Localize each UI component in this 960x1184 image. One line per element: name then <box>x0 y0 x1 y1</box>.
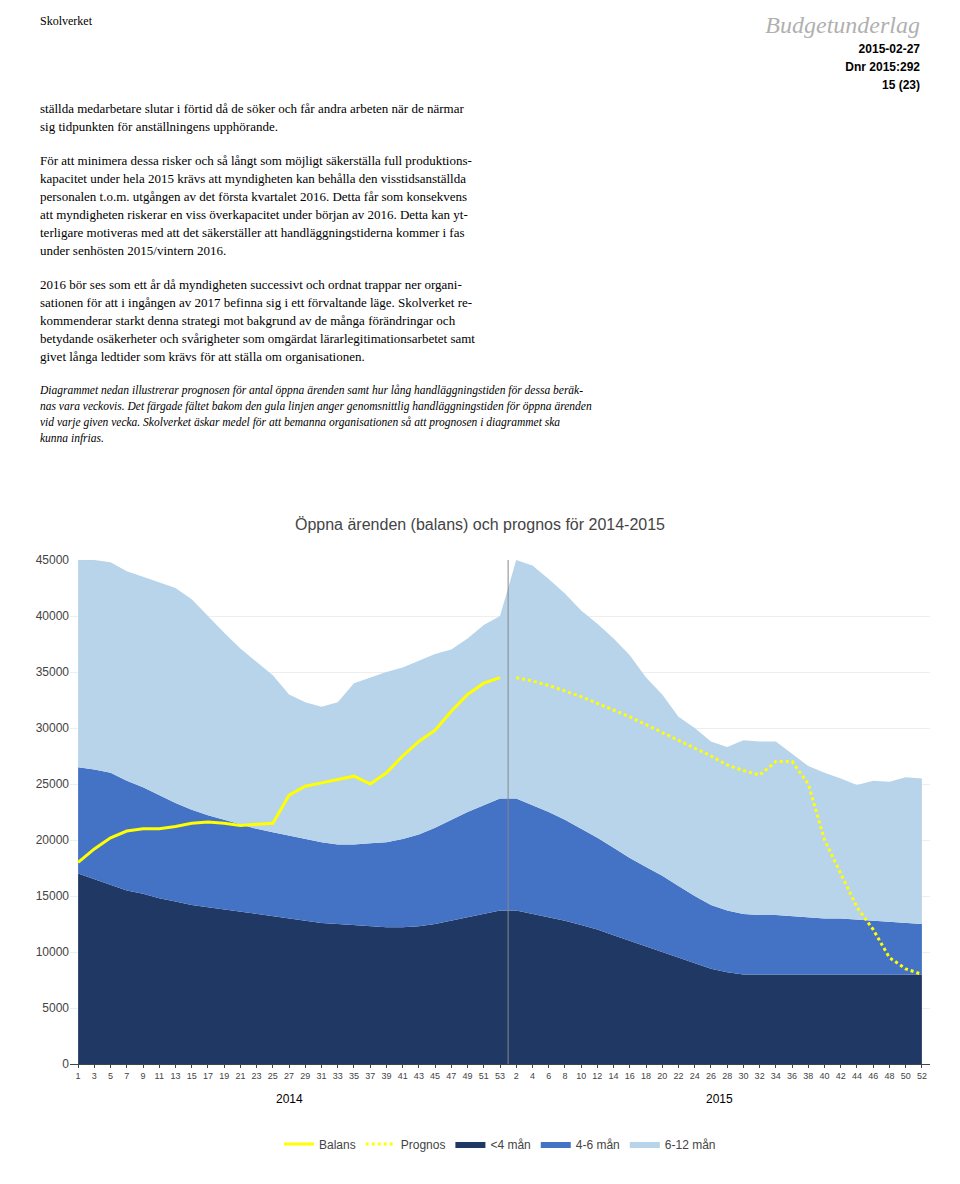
svg-text:30000: 30000 <box>36 721 70 735</box>
svg-text:46: 46 <box>868 1071 878 1081</box>
svg-text:51: 51 <box>479 1071 489 1081</box>
svg-text:49: 49 <box>463 1071 473 1081</box>
svg-text:47: 47 <box>446 1071 456 1081</box>
svg-text:23: 23 <box>252 1071 262 1081</box>
svg-text:41: 41 <box>398 1071 408 1081</box>
svg-text:48: 48 <box>884 1071 894 1081</box>
html-text:Dnr 2015:292: Dnr 2015:292 <box>845 60 920 74</box>
svg-text:2014: 2014 <box>276 1092 303 1106</box>
svg-text:45000: 45000 <box>36 553 70 567</box>
svg-text:28: 28 <box>722 1071 732 1081</box>
svg-text:4-6 mån: 4-6 mån <box>576 1138 620 1152</box>
html-text:2015-02-27: 2015-02-27 <box>858 42 920 56</box>
svg-text:22: 22 <box>673 1071 683 1081</box>
svg-text:25000: 25000 <box>36 777 70 791</box>
svg-text:25: 25 <box>268 1071 278 1081</box>
svg-text:8: 8 <box>562 1071 567 1081</box>
svg-text:37: 37 <box>365 1071 375 1081</box>
svg-text:9: 9 <box>141 1071 146 1081</box>
svg-text:3: 3 <box>92 1071 97 1081</box>
svg-text:24: 24 <box>690 1071 700 1081</box>
svg-text:10: 10 <box>576 1071 586 1081</box>
svg-text:29: 29 <box>300 1071 310 1081</box>
svg-text:12: 12 <box>592 1071 602 1081</box>
svg-text:40000: 40000 <box>36 609 70 623</box>
html-text:Budgetunderlag: Budgetunderlag <box>765 12 920 38</box>
svg-text:20000: 20000 <box>36 833 70 847</box>
html-text:För att minimera dessa risker: För att minimera dessa risker och så lån… <box>40 153 472 258</box>
svg-text:2: 2 <box>514 1071 519 1081</box>
svg-text:16: 16 <box>625 1071 635 1081</box>
svg-text:<4 mån: <4 mån <box>490 1138 530 1152</box>
svg-text:13: 13 <box>170 1071 180 1081</box>
html-text:Skolverket: Skolverket <box>40 14 92 28</box>
html-text:15 (23): 15 (23) <box>882 78 920 92</box>
svg-text:17: 17 <box>203 1071 213 1081</box>
svg-text:21: 21 <box>235 1071 245 1081</box>
svg-text:15000: 15000 <box>36 889 70 903</box>
svg-text:35000: 35000 <box>36 665 70 679</box>
svg-text:36: 36 <box>787 1071 797 1081</box>
svg-text:19: 19 <box>219 1071 229 1081</box>
svg-text:34: 34 <box>771 1071 781 1081</box>
svg-text:50: 50 <box>901 1071 911 1081</box>
svg-text:Balans: Balans <box>319 1138 356 1152</box>
svg-text:42: 42 <box>836 1071 846 1081</box>
html-text:2016 bör ses som ett år då myn: 2016 bör ses som ett år då myndigheten s… <box>40 277 475 364</box>
html-text:Diagrammet nedan illustrerar p: Diagrammet nedan illustrerar prognosen f… <box>40 384 592 444</box>
svg-text:Prognos: Prognos <box>401 1138 446 1152</box>
svg-text:0: 0 <box>62 1057 69 1071</box>
svg-text:40: 40 <box>820 1071 830 1081</box>
svg-text:45: 45 <box>430 1071 440 1081</box>
svg-text:26: 26 <box>706 1071 716 1081</box>
svg-text:2015: 2015 <box>706 1092 733 1106</box>
svg-text:35: 35 <box>349 1071 359 1081</box>
html-text:ställda medarbetare slutar i f: ställda medarbetare slutar i förtid då d… <box>40 101 464 134</box>
svg-text:27: 27 <box>284 1071 294 1081</box>
svg-text:33: 33 <box>333 1071 343 1081</box>
svg-text:4: 4 <box>530 1071 535 1081</box>
svg-text:43: 43 <box>414 1071 424 1081</box>
svg-text:31: 31 <box>317 1071 327 1081</box>
svg-text:20: 20 <box>657 1071 667 1081</box>
svg-text:32: 32 <box>755 1071 765 1081</box>
svg-text:39: 39 <box>381 1071 391 1081</box>
svg-text:53: 53 <box>495 1071 505 1081</box>
svg-text:6: 6 <box>546 1071 551 1081</box>
svg-text:5: 5 <box>108 1071 113 1081</box>
svg-text:14: 14 <box>609 1071 619 1081</box>
svg-text:18: 18 <box>641 1071 651 1081</box>
svg-text:52: 52 <box>917 1071 927 1081</box>
svg-text:6-12 mån: 6-12 mån <box>665 1138 716 1152</box>
svg-text:44: 44 <box>852 1071 862 1081</box>
svg-text:1: 1 <box>76 1071 81 1081</box>
svg-text:10000: 10000 <box>36 945 70 959</box>
svg-text:Öppna ärenden (balans) och pro: Öppna ärenden (balans) och prognos för 2… <box>295 516 665 533</box>
svg-text:11: 11 <box>155 1071 164 1081</box>
svg-text:7: 7 <box>124 1071 129 1081</box>
svg-text:5000: 5000 <box>42 1001 69 1015</box>
svg-text:15: 15 <box>187 1071 197 1081</box>
svg-text:30: 30 <box>738 1071 748 1081</box>
svg-text:38: 38 <box>803 1071 813 1081</box>
